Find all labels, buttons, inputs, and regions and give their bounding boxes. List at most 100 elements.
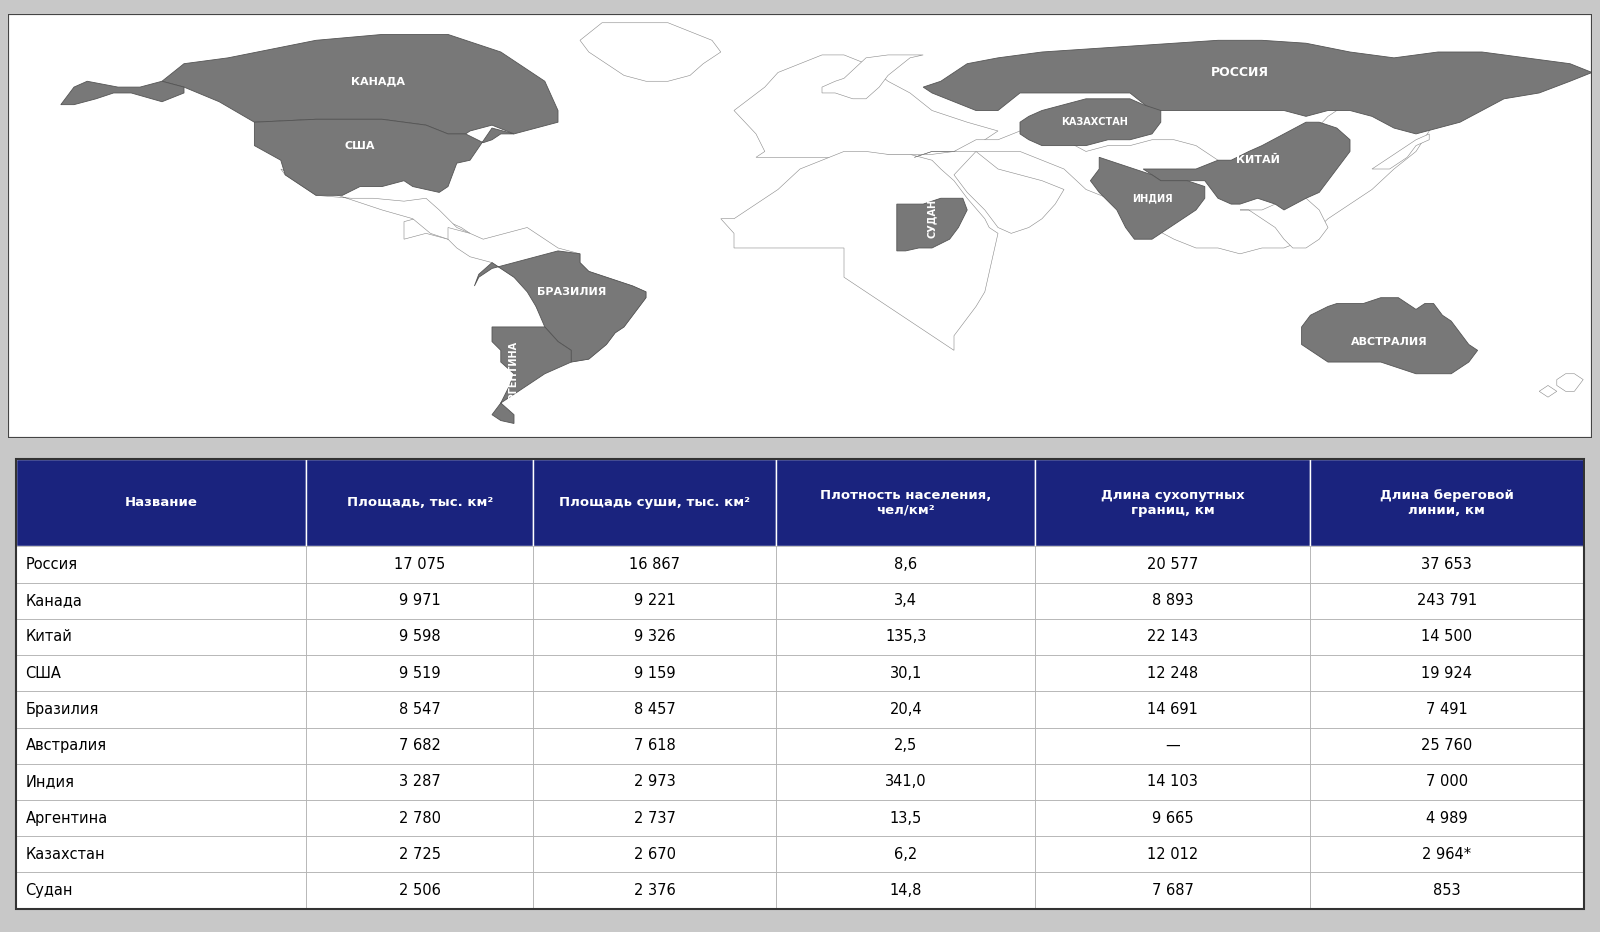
Text: Длина береговой
линии, км: Длина береговой линии, км [1379,488,1514,516]
FancyBboxPatch shape [306,763,533,800]
FancyBboxPatch shape [16,546,306,582]
FancyBboxPatch shape [16,728,306,763]
Polygon shape [720,152,998,350]
FancyBboxPatch shape [533,655,776,692]
Text: 2 964*: 2 964* [1422,847,1472,862]
FancyBboxPatch shape [16,655,306,692]
FancyBboxPatch shape [776,692,1035,728]
Text: 7 682: 7 682 [398,738,440,753]
FancyBboxPatch shape [16,582,306,619]
FancyBboxPatch shape [1035,582,1310,619]
Text: КИТАЙ: КИТАЙ [1235,156,1280,165]
Text: 2 376: 2 376 [634,883,675,898]
FancyBboxPatch shape [1035,546,1310,582]
Polygon shape [474,251,646,362]
Polygon shape [1091,158,1205,240]
FancyBboxPatch shape [306,872,533,909]
FancyBboxPatch shape [1310,546,1584,582]
Text: Казахстан: Казахстан [26,847,106,862]
FancyBboxPatch shape [1310,619,1584,655]
Text: Канада: Канада [26,594,82,609]
FancyBboxPatch shape [1035,692,1310,728]
Text: 8 547: 8 547 [398,702,440,717]
Text: 25 760: 25 760 [1421,738,1472,753]
Polygon shape [954,152,1064,233]
Text: 8 893: 8 893 [1152,594,1194,609]
FancyBboxPatch shape [776,459,1035,546]
Text: 3 287: 3 287 [398,774,440,789]
Text: РОССИЯ: РОССИЯ [1211,66,1269,79]
Text: 2 780: 2 780 [398,811,440,826]
FancyBboxPatch shape [306,546,533,582]
Text: 2 737: 2 737 [634,811,675,826]
Polygon shape [162,34,558,134]
Polygon shape [915,73,1459,254]
Text: 8 457: 8 457 [634,702,675,717]
FancyBboxPatch shape [533,692,776,728]
FancyBboxPatch shape [306,800,533,836]
Text: 19 924: 19 924 [1421,665,1472,680]
Polygon shape [1142,122,1350,210]
FancyBboxPatch shape [1310,800,1584,836]
Text: 22 143: 22 143 [1147,629,1198,644]
FancyBboxPatch shape [16,619,306,655]
FancyBboxPatch shape [306,655,533,692]
Text: БРАЗИЛИЯ: БРАЗИЛИЯ [536,287,606,297]
Text: Площадь, тыс. км²: Площадь, тыс. км² [347,496,493,509]
Polygon shape [1302,297,1478,374]
FancyBboxPatch shape [776,655,1035,692]
Text: 9 598: 9 598 [398,629,440,644]
Text: АВСТРАЛИЯ: АВСТРАЛИЯ [1352,336,1427,347]
FancyBboxPatch shape [533,582,776,619]
Text: 8,6: 8,6 [894,557,917,572]
FancyBboxPatch shape [16,692,306,728]
Text: 14 691: 14 691 [1147,702,1198,717]
FancyBboxPatch shape [776,582,1035,619]
Text: 3,4: 3,4 [894,594,917,609]
Polygon shape [493,327,571,423]
Text: 9 159: 9 159 [634,665,675,680]
Text: Индия: Индия [26,774,75,789]
Text: Австралия: Австралия [26,738,107,753]
Text: ИНДИЯ: ИНДИЯ [1131,193,1173,203]
Polygon shape [734,55,998,158]
FancyBboxPatch shape [1035,800,1310,836]
Text: 30,1: 30,1 [890,665,922,680]
Text: 37 653: 37 653 [1421,557,1472,572]
Polygon shape [1021,99,1162,145]
FancyBboxPatch shape [306,692,533,728]
Polygon shape [822,55,923,99]
Text: США: США [344,141,376,151]
FancyBboxPatch shape [1035,836,1310,872]
Polygon shape [403,216,470,240]
FancyBboxPatch shape [1310,582,1584,619]
Text: 9 221: 9 221 [634,594,675,609]
Text: Судан: Судан [26,883,74,898]
Text: АРГЕНТИНА: АРГЕНТИНА [509,341,518,406]
Text: 2,5: 2,5 [894,738,917,753]
FancyBboxPatch shape [16,836,306,872]
Polygon shape [61,81,184,104]
FancyBboxPatch shape [1035,619,1310,655]
FancyBboxPatch shape [776,872,1035,909]
Text: США: США [115,71,138,80]
FancyBboxPatch shape [533,872,776,909]
Text: Площадь суши, тыс. км²: Площадь суши, тыс. км² [560,496,750,509]
Polygon shape [896,199,966,251]
Text: 135,3: 135,3 [885,629,926,644]
Polygon shape [280,169,470,240]
Text: 7 618: 7 618 [634,738,675,753]
Text: 13,5: 13,5 [890,811,922,826]
FancyBboxPatch shape [306,728,533,763]
Polygon shape [1539,386,1557,397]
FancyBboxPatch shape [1035,728,1310,763]
Text: 17 075: 17 075 [394,557,445,572]
Polygon shape [448,227,646,362]
Text: КАНАДА: КАНАДА [350,76,405,87]
Polygon shape [1240,199,1328,248]
FancyBboxPatch shape [1035,872,1310,909]
FancyBboxPatch shape [533,619,776,655]
FancyBboxPatch shape [1310,763,1584,800]
Text: Россия: Россия [26,557,77,572]
Text: СУДАН: СУДАН [926,199,938,239]
